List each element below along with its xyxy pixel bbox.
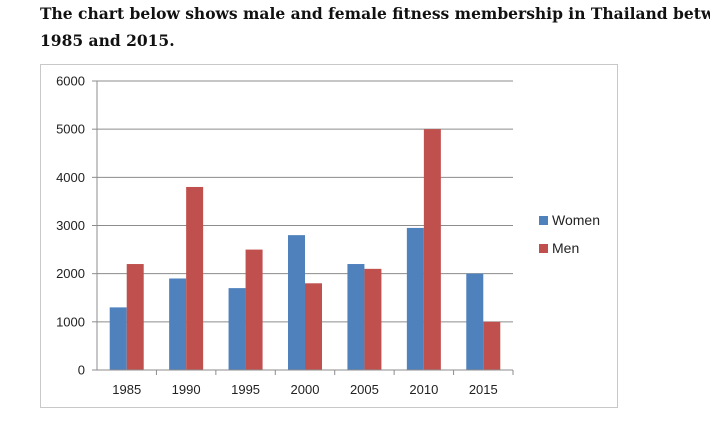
- legend-label-women: Women: [552, 212, 600, 228]
- legend-label-men: Men: [552, 240, 579, 256]
- heading-line-2: 1985 and 2015.: [40, 31, 175, 50]
- x-tick-label-2005: 2005: [350, 382, 379, 397]
- x-tick-label-2010: 2010: [409, 382, 438, 397]
- x-tick-label-1990: 1990: [172, 382, 201, 397]
- bar-men-1995: [245, 249, 263, 370]
- bar-men-2015: [483, 321, 501, 370]
- bar-men-1985: [126, 264, 144, 370]
- y-tick-label-3000: 3000: [56, 218, 85, 233]
- y-tick-label-1000: 1000: [56, 314, 85, 329]
- bar-women-2000: [288, 235, 305, 370]
- y-tick-label-5000: 5000: [56, 122, 85, 137]
- heading-line-1: The chart below shows male and female fi…: [40, 4, 710, 23]
- legend: Women Men: [539, 212, 600, 256]
- bar-men-2005: [364, 268, 382, 370]
- y-tick-label-2000: 2000: [56, 266, 85, 281]
- bar-men-1990: [186, 186, 204, 370]
- x-tick-label-1985: 1985: [112, 382, 141, 397]
- legend-swatch-women: [539, 216, 548, 225]
- x-axis-ticks: 1985 1990 1995 2000 2005 2010 2015: [112, 382, 497, 397]
- x-tick-label-1995: 1995: [231, 382, 260, 397]
- y-tick-label-6000: 6000: [56, 74, 85, 89]
- axes: [96, 81, 514, 375]
- bar-men-2010: [423, 129, 441, 370]
- bar-women-1995: [228, 288, 246, 370]
- bar-women-2015: [466, 273, 484, 370]
- bar-women-1985: [109, 307, 127, 370]
- bars: [109, 129, 501, 370]
- x-tick-label-2015: 2015: [469, 382, 498, 397]
- bar-women-2010: [406, 227, 424, 370]
- legend-swatch-men: [539, 244, 548, 253]
- bar-men-2000: [305, 283, 322, 370]
- chart-heading: The chart below shows male and female fi…: [40, 0, 710, 54]
- y-tick-label-4000: 4000: [56, 170, 85, 185]
- y-axis-ticks: 0 1000 2000 3000 4000 5000 6000: [56, 74, 85, 378]
- bar-women-1990: [169, 278, 187, 370]
- y-tick-label-0: 0: [78, 363, 85, 378]
- bar-women-2005: [347, 264, 365, 370]
- x-tick-label-2000: 2000: [291, 382, 320, 397]
